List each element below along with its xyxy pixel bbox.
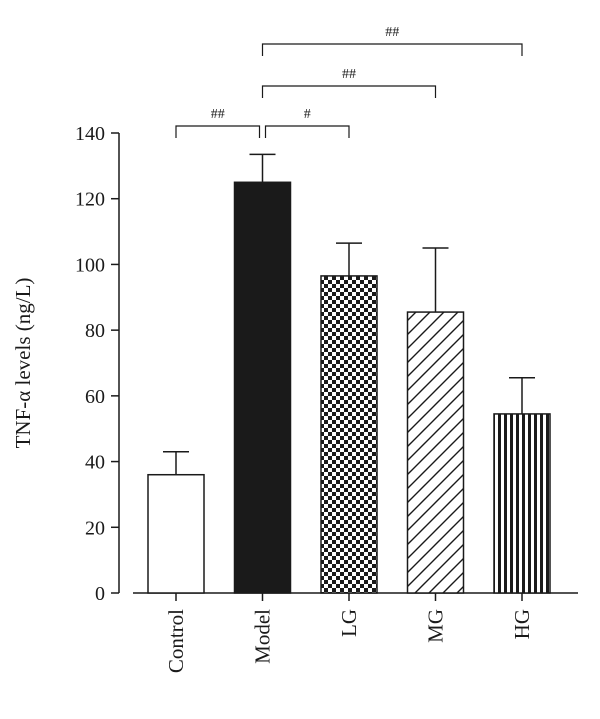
x-tick-label: LG: [337, 609, 361, 637]
y-axis: 0 20 40 60 80 100 120 140: [75, 123, 120, 605]
x-axis: Control Model LG MG HG: [133, 592, 578, 673]
y-tick-label: 60: [85, 386, 105, 408]
y-tick-label: 0: [95, 583, 105, 605]
y-tick-label: 20: [85, 517, 105, 539]
x-tick-label: Model: [251, 609, 275, 664]
significance-bracket: [261, 85, 437, 98]
bar-lg: [320, 275, 378, 594]
significance-bracket: [264, 125, 350, 138]
significance-bracket: [261, 43, 523, 56]
y-tick-label: 140: [75, 123, 105, 145]
y-axis-title: TNF-α levels (ng/L): [11, 278, 35, 449]
significance-bracket: [175, 125, 261, 138]
bar-model: [233, 181, 292, 594]
bars: [147, 181, 551, 594]
y-tick-label: 40: [85, 452, 105, 474]
significance-label: ##: [385, 25, 399, 40]
x-tick-label: Control: [164, 609, 188, 673]
bar-control: [147, 473, 205, 594]
error-bars: [163, 153, 535, 475]
x-tick-label: HG: [510, 609, 534, 639]
y-tick-label: 80: [85, 320, 105, 342]
significance-label: ##: [342, 67, 356, 82]
bar-mg: [406, 311, 465, 594]
y-tick-label: 120: [75, 189, 105, 211]
significance-label: #: [304, 107, 311, 122]
significance-label: ##: [211, 107, 225, 122]
y-tick-label: 100: [75, 254, 105, 276]
bar-hg: [493, 413, 551, 594]
significance-brackets: ## #####: [175, 25, 523, 138]
x-tick-label: MG: [424, 609, 448, 643]
